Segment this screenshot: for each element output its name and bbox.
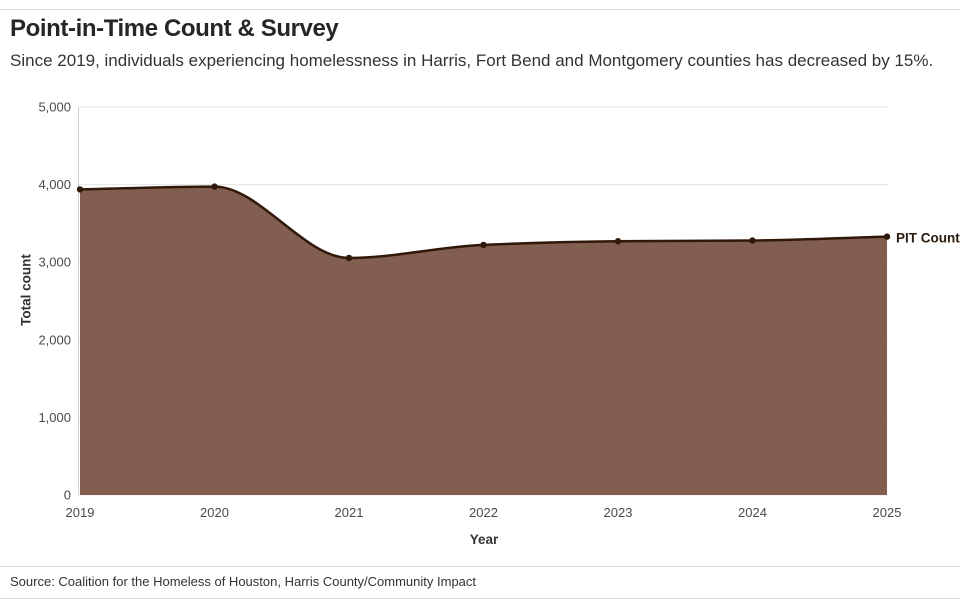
y-tick-label: 0 xyxy=(64,488,71,503)
data-point[interactable] xyxy=(614,238,622,245)
y-tick-label: 1,000 xyxy=(38,410,71,425)
x-tick-label: 2021 xyxy=(335,505,364,520)
area-fill xyxy=(80,186,887,495)
source-note: Source: Coalition for the Homeless of Ho… xyxy=(10,574,477,589)
data-point[interactable] xyxy=(211,183,218,190)
data-point[interactable] xyxy=(345,254,353,262)
data-point[interactable] xyxy=(76,186,84,193)
x-tick-label: 2020 xyxy=(200,505,229,520)
x-tick-label: 2025 xyxy=(873,505,902,520)
y-tick-label: 2,000 xyxy=(38,332,71,347)
series-end-label: PIT Count xyxy=(896,230,960,246)
y-tick-label: 5,000 xyxy=(38,100,71,115)
bottom-divider xyxy=(0,598,960,599)
y-tick-label: 4,000 xyxy=(38,177,71,192)
y-tick-label: 3,000 xyxy=(38,255,71,270)
x-tick-label: 2024 xyxy=(738,505,767,520)
data-point[interactable] xyxy=(480,241,487,249)
source-top-divider xyxy=(0,566,960,567)
top-divider xyxy=(0,9,960,10)
x-axis-title: Year xyxy=(469,532,499,547)
chart-subtitle: Since 2019, individuals experiencing hom… xyxy=(10,51,934,70)
x-tick-label: 2022 xyxy=(469,505,498,520)
area-chart-canvas: 0 1,000 2,000 3,000 4,000 5,000 2019 2020 2021 20… xyxy=(38,100,902,521)
chart-title: Point-in-Time Count & Survey xyxy=(10,15,339,42)
x-tick-label: 2023 xyxy=(604,505,633,520)
data-point[interactable] xyxy=(749,237,756,244)
y-axis-title: Total count xyxy=(18,254,34,326)
x-tick-label: 2019 xyxy=(66,505,95,520)
data-point[interactable] xyxy=(883,233,891,240)
